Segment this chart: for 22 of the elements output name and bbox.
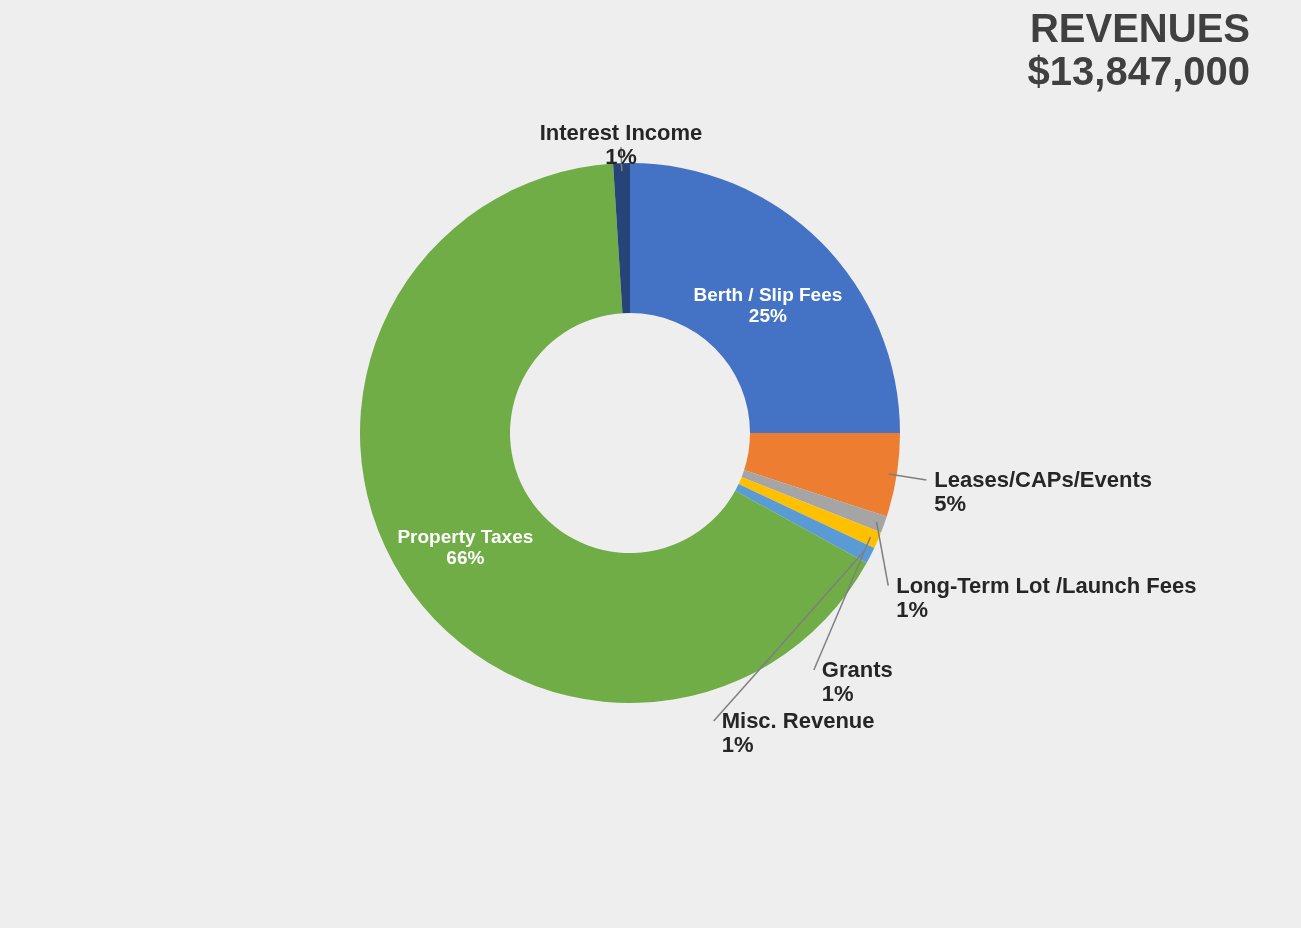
slice-label: Misc. Revenue — [721, 708, 875, 734]
donut-slice — [744, 433, 900, 517]
data-label: 1% — [821, 681, 854, 707]
slice-label: Berth / Slip Fees — [693, 284, 843, 306]
slice-label: Long-Term Lot /Launch Fees — [896, 572, 1197, 598]
slice-label: Property Taxes — [397, 526, 534, 548]
data-label: 5% — [934, 490, 967, 516]
donut-slice — [735, 484, 875, 564]
donut-slice — [741, 470, 887, 533]
data-label: 1% — [605, 144, 637, 170]
data-label: 25% — [748, 305, 787, 327]
data-label: 1% — [721, 732, 754, 758]
chart-subtitle: $13,847,000 — [1027, 49, 1250, 93]
donut-slice — [738, 477, 882, 548]
donut-slice — [630, 163, 900, 433]
data-label: 66% — [446, 547, 485, 569]
data-label: 1% — [896, 596, 929, 622]
slice-label: Grants — [821, 657, 893, 683]
slice-label: Leases/CAPs/Events — [934, 466, 1152, 492]
donut-slice — [613, 163, 630, 314]
chart-title: REVENUES — [1029, 6, 1250, 50]
slice-label: Interest Income — [539, 120, 703, 146]
